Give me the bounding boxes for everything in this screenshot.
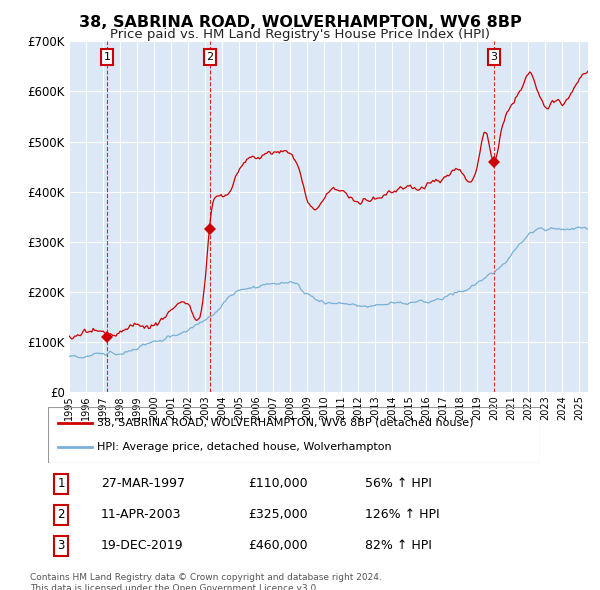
Text: 2: 2 bbox=[58, 508, 65, 522]
Text: 11-APR-2003: 11-APR-2003 bbox=[101, 508, 181, 522]
Text: 82% ↑ HPI: 82% ↑ HPI bbox=[365, 539, 431, 552]
Text: Contains HM Land Registry data © Crown copyright and database right 2024.
This d: Contains HM Land Registry data © Crown c… bbox=[30, 573, 382, 590]
Text: HPI: Average price, detached house, Wolverhampton: HPI: Average price, detached house, Wolv… bbox=[97, 442, 392, 453]
Text: 38, SABRINA ROAD, WOLVERHAMPTON, WV6 8BP: 38, SABRINA ROAD, WOLVERHAMPTON, WV6 8BP bbox=[79, 15, 521, 30]
Text: 1: 1 bbox=[58, 477, 65, 490]
Text: 27-MAR-1997: 27-MAR-1997 bbox=[101, 477, 185, 490]
Text: £325,000: £325,000 bbox=[248, 508, 308, 522]
Text: 1: 1 bbox=[103, 52, 110, 62]
Text: 38, SABRINA ROAD, WOLVERHAMPTON, WV6 8BP (detached house): 38, SABRINA ROAD, WOLVERHAMPTON, WV6 8BP… bbox=[97, 418, 474, 428]
Text: 3: 3 bbox=[490, 52, 497, 62]
Text: 56% ↑ HPI: 56% ↑ HPI bbox=[365, 477, 431, 490]
Text: 2: 2 bbox=[206, 52, 214, 62]
Text: Price paid vs. HM Land Registry's House Price Index (HPI): Price paid vs. HM Land Registry's House … bbox=[110, 28, 490, 41]
Text: 19-DEC-2019: 19-DEC-2019 bbox=[101, 539, 184, 552]
Text: £110,000: £110,000 bbox=[248, 477, 308, 490]
Text: 3: 3 bbox=[58, 539, 65, 552]
Text: 126% ↑ HPI: 126% ↑ HPI bbox=[365, 508, 439, 522]
Text: £460,000: £460,000 bbox=[248, 539, 308, 552]
